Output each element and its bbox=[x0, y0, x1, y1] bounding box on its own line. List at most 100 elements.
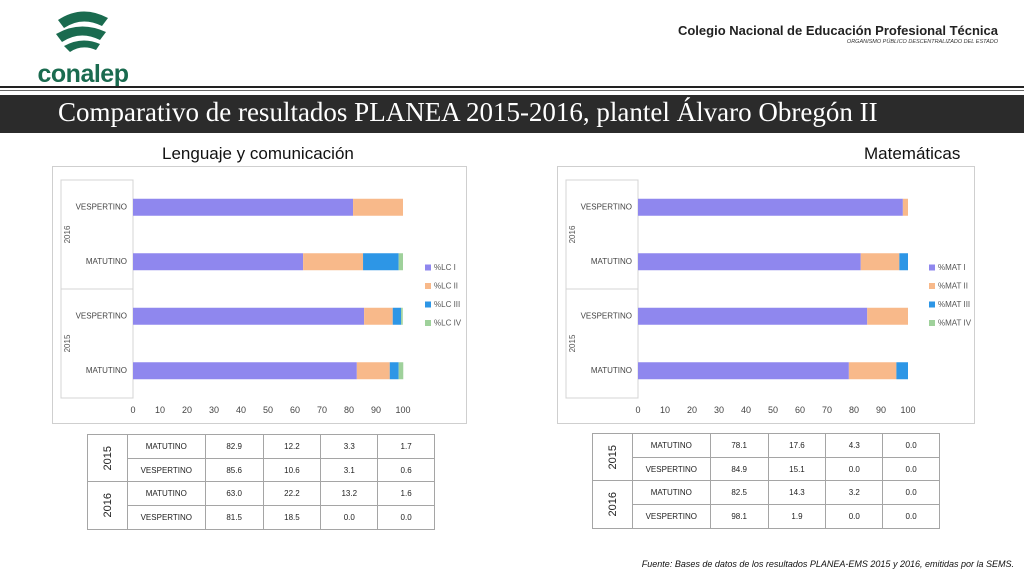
lc-bar-segment bbox=[133, 253, 304, 271]
lc-legend-swatch bbox=[425, 264, 431, 271]
lc-bar-segment bbox=[364, 307, 393, 325]
value-cell: 22.2 bbox=[262, 481, 322, 507]
logo-text: conalep bbox=[37, 60, 129, 88]
value-cell: 1.6 bbox=[377, 481, 435, 507]
lc-legend-label: %LC I bbox=[434, 263, 456, 272]
year-cell: 2015 bbox=[87, 434, 128, 482]
lc-bar-segment bbox=[363, 253, 399, 271]
mat-legend-swatch bbox=[929, 283, 935, 289]
lc-legend-label: %LC II bbox=[434, 282, 458, 291]
lc-x-tick-label: 30 bbox=[209, 405, 219, 415]
lc-bar-segment bbox=[392, 307, 402, 325]
mat-x-tick-label: 0 bbox=[635, 405, 640, 415]
mat-bar-segment bbox=[638, 253, 861, 271]
table-row: VESPERTINO 98.1 1.9 0.0 0.0 bbox=[593, 504, 940, 529]
mat-category-label: MATUTINO bbox=[591, 257, 632, 266]
lc-bar-segment bbox=[303, 253, 364, 271]
value-cell: 12.2 bbox=[262, 434, 322, 459]
lc-bar-segment bbox=[353, 198, 403, 216]
lc-x-tick-label: 100 bbox=[395, 405, 410, 415]
value-cell: 3.1 bbox=[320, 457, 379, 483]
value-cell: 17.6 bbox=[767, 433, 827, 458]
shift-cell: VESPERTINO bbox=[631, 456, 711, 482]
value-cell: 0.0 bbox=[882, 456, 940, 482]
shift-cell: VESPERTINO bbox=[631, 504, 711, 529]
value-cell: 78.1 bbox=[709, 433, 769, 458]
mat-legend-swatch bbox=[929, 301, 935, 308]
mat-category-label: VESPERTINO bbox=[581, 311, 632, 320]
mat-x-tick-label: 100 bbox=[900, 405, 915, 415]
lc-year-label: 2015 bbox=[63, 334, 72, 352]
lc-category-label: MATUTINO bbox=[86, 366, 127, 375]
value-cell: 98.1 bbox=[709, 504, 769, 529]
lc-x-tick-label: 50 bbox=[263, 405, 273, 415]
mat-bar-segment bbox=[860, 253, 900, 271]
lc-category-label: VESPERTINO bbox=[76, 311, 127, 320]
mat-bar-segment bbox=[902, 198, 908, 216]
mat-x-tick-label: 20 bbox=[687, 405, 697, 415]
mat-year-label: 2015 bbox=[568, 334, 577, 352]
mat-bar-segment bbox=[638, 198, 903, 216]
lc-x-tick-label: 20 bbox=[182, 405, 192, 415]
value-cell: 0.0 bbox=[825, 504, 884, 529]
mat-x-tick-label: 40 bbox=[741, 405, 751, 415]
value-cell: 14.3 bbox=[767, 480, 827, 506]
title-bar bbox=[0, 95, 1024, 133]
lc-data-table: 2015 MATUTINO 82.9 12.2 3.3 1.7 VESPERTI… bbox=[87, 434, 435, 530]
lc-category-label: MATUTINO bbox=[86, 257, 127, 266]
mat-legend-label: %MAT II bbox=[938, 282, 968, 291]
lc-bar-segment bbox=[133, 307, 365, 325]
mat-x-tick-label: 70 bbox=[822, 405, 832, 415]
mat-year-label: 2016 bbox=[568, 225, 577, 243]
mat-bar-segment bbox=[896, 362, 908, 380]
mat-chart-title: Matemáticas bbox=[864, 144, 961, 163]
mat-legend-swatch bbox=[929, 320, 935, 326]
value-cell: 3.2 bbox=[825, 480, 884, 506]
lc-x-tick-label: 80 bbox=[344, 405, 354, 415]
institution-block: Colegio Nacional de Educación Profesiona… bbox=[678, 23, 998, 45]
mat-x-tick-label: 10 bbox=[660, 405, 670, 415]
value-cell: 13.2 bbox=[320, 481, 379, 507]
mat-bar-segment bbox=[867, 307, 908, 325]
value-cell: 82.5 bbox=[709, 480, 769, 506]
lc-x-tick-label: 10 bbox=[155, 405, 165, 415]
mat-legend-label: %MAT I bbox=[938, 263, 966, 272]
mat-chart-svg: 2016 2015 VESPERTINO MATUTINO VESPERTINO MATU… bbox=[565, 179, 972, 415]
table-row: 2015 MATUTINO 82.9 12.2 3.3 1.7 bbox=[87, 434, 435, 482]
lc-x-tick-label: 60 bbox=[290, 405, 300, 415]
value-cell: 1.7 bbox=[377, 434, 435, 459]
header-rule-thin bbox=[0, 90, 1024, 91]
value-cell: 4.3 bbox=[825, 433, 884, 458]
value-cell: 82.9 bbox=[204, 434, 264, 459]
value-cell: 0.0 bbox=[825, 456, 884, 482]
value-cell: 18.5 bbox=[262, 505, 322, 530]
mat-legend-swatch bbox=[929, 264, 935, 271]
table-row: VESPERTINO 85.6 10.6 3.1 0.6 bbox=[88, 457, 435, 483]
mat-x-tick-label: 80 bbox=[849, 405, 859, 415]
year-cell: 2016 bbox=[592, 480, 633, 529]
header-rule bbox=[0, 86, 1024, 88]
table-row: 2016 MATUTINO 82.5 14.3 3.2 0.0 bbox=[592, 480, 940, 529]
lc-year-label: 2016 bbox=[63, 225, 72, 243]
lc-bar-segment bbox=[398, 362, 404, 380]
value-cell: 0.0 bbox=[320, 505, 379, 530]
shift-cell: VESPERTINO bbox=[126, 457, 206, 483]
lc-bar-segment bbox=[133, 198, 354, 216]
value-cell: 81.5 bbox=[204, 505, 264, 530]
shift-cell: MATUTINO bbox=[126, 434, 206, 459]
mat-bar-segment bbox=[848, 362, 897, 380]
lc-bar-segment bbox=[398, 253, 403, 271]
mat-bar-segment bbox=[638, 307, 868, 325]
value-cell: 10.6 bbox=[262, 457, 322, 483]
mat-x-tick-label: 50 bbox=[768, 405, 778, 415]
table-row: VESPERTINO 81.5 18.5 0.0 0.0 bbox=[88, 505, 435, 530]
lc-legend-swatch bbox=[425, 320, 431, 326]
year-cell: 2015 bbox=[592, 433, 633, 481]
lc-chart: 2016 2015 VESPERTINO MATUTINO VESPERTINO MATU… bbox=[52, 166, 467, 424]
lc-x-tick-label: 90 bbox=[371, 405, 381, 415]
value-cell: 0.0 bbox=[882, 504, 940, 529]
institution-name: Colegio Nacional de Educación Profesiona… bbox=[677, 23, 998, 38]
lc-x-tick-label: 0 bbox=[130, 405, 135, 415]
conalep-logo: conalep bbox=[28, 10, 138, 88]
mat-x-tick-label: 90 bbox=[876, 405, 886, 415]
